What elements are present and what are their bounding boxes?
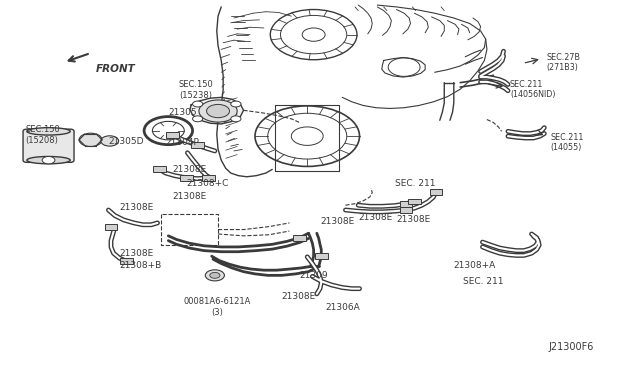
Bar (191, 142, 204, 148)
Bar (315, 253, 328, 259)
Text: 21305: 21305 (168, 108, 197, 117)
Circle shape (210, 272, 220, 278)
Circle shape (193, 116, 203, 122)
Text: 21308+C: 21308+C (186, 179, 228, 187)
Text: SEC. 211: SEC. 211 (395, 179, 436, 187)
Circle shape (231, 116, 241, 122)
Text: SEC.211
(14056NID): SEC.211 (14056NID) (510, 80, 556, 99)
FancyBboxPatch shape (23, 129, 74, 162)
Bar (408, 199, 420, 205)
Text: 21308E: 21308E (320, 217, 355, 225)
Circle shape (193, 101, 203, 107)
Bar (180, 175, 193, 181)
Text: 21308E: 21308E (119, 249, 154, 258)
Text: J21300F6: J21300F6 (548, 341, 593, 352)
Text: 21308E: 21308E (172, 192, 207, 201)
Text: SEC. 211: SEC. 211 (463, 278, 504, 286)
Bar (429, 189, 442, 195)
Circle shape (79, 133, 102, 147)
Text: 21308E: 21308E (119, 203, 154, 212)
Circle shape (205, 270, 225, 281)
Text: 21308E: 21308E (172, 165, 207, 174)
Circle shape (199, 100, 237, 122)
Text: SEC.150
(15238): SEC.150 (15238) (179, 80, 213, 100)
Text: 21305D: 21305D (108, 137, 144, 146)
Ellipse shape (27, 128, 70, 135)
Ellipse shape (27, 157, 70, 164)
Text: SEC.211
(14055): SEC.211 (14055) (550, 133, 584, 152)
Circle shape (42, 157, 55, 164)
Text: 21308E: 21308E (282, 292, 316, 301)
Text: FRONT: FRONT (96, 64, 136, 74)
Text: 21308+A: 21308+A (454, 261, 496, 270)
Bar (120, 259, 132, 264)
Circle shape (231, 101, 241, 107)
Bar (166, 132, 179, 138)
Text: 21306A: 21306A (325, 302, 360, 312)
Bar (293, 235, 306, 241)
Bar (202, 175, 215, 181)
Circle shape (100, 136, 118, 146)
Text: SEC.27B
(271B3): SEC.27B (271B3) (546, 52, 580, 72)
Bar (399, 207, 412, 213)
Bar (104, 224, 117, 230)
Circle shape (207, 105, 230, 118)
Polygon shape (190, 97, 244, 124)
Text: 21304P: 21304P (166, 138, 200, 147)
Text: 21308E: 21308E (396, 215, 431, 224)
Text: 21309: 21309 (300, 271, 328, 280)
Text: SEC.150
(15208): SEC.150 (15208) (26, 125, 60, 145)
Text: 00081A6-6121A
(3): 00081A6-6121A (3) (183, 297, 250, 317)
Bar (153, 166, 166, 172)
Text: 21308E: 21308E (358, 213, 392, 222)
Bar (399, 201, 412, 207)
Text: 21308+B: 21308+B (119, 261, 161, 270)
